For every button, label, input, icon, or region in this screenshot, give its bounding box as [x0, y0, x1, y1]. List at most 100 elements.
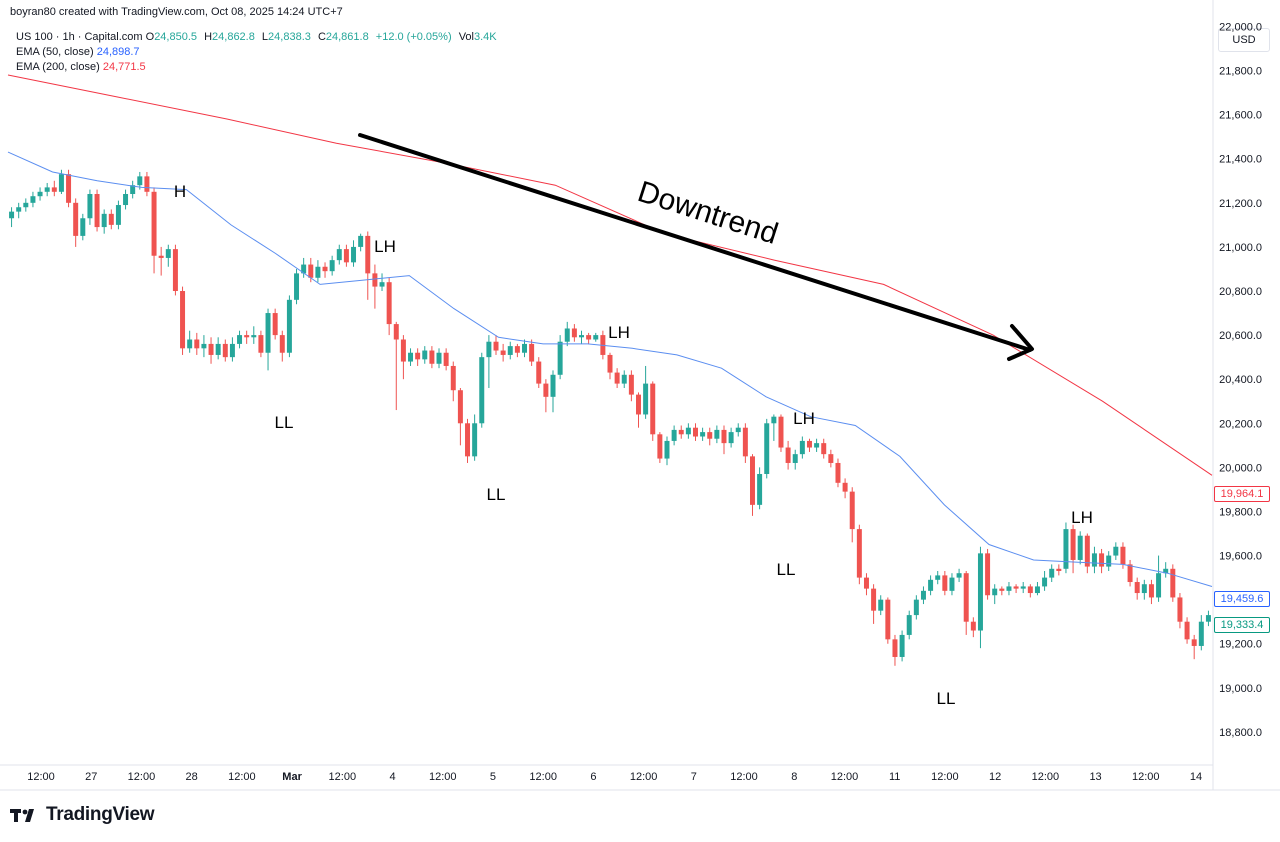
candle-body — [806, 440, 812, 448]
ema200-price-tag: 19,964.1 — [1214, 486, 1270, 502]
candle — [1042, 570, 1048, 591]
candle-body — [692, 427, 698, 437]
candle-body — [522, 343, 528, 353]
candle — [614, 368, 620, 389]
candle-body — [237, 335, 243, 344]
candle — [351, 240, 357, 267]
candle — [757, 467, 763, 510]
candle-body — [906, 615, 912, 635]
candle — [286, 295, 292, 358]
symbol-label[interactable]: US 100 · 1h · Capital.com — [16, 31, 143, 43]
tradingview-logo-icon — [10, 809, 34, 822]
candle — [244, 330, 250, 344]
candle-body — [557, 341, 563, 375]
candle — [1049, 564, 1055, 583]
candle-body — [457, 390, 463, 424]
candle-body — [101, 213, 107, 228]
candle-body — [564, 328, 570, 342]
candle — [180, 286, 186, 355]
candle — [1027, 584, 1033, 598]
candle-body — [920, 590, 926, 600]
candle — [799, 436, 805, 459]
candle — [144, 171, 150, 197]
currency-button[interactable]: USD — [1218, 28, 1270, 52]
candle-body — [315, 266, 321, 278]
candle — [920, 586, 926, 605]
ema50-label: EMA (50, close) — [16, 46, 94, 58]
candle-body — [636, 394, 641, 415]
time-tick-label: 12 — [989, 771, 1001, 783]
brand-name: TradingView — [46, 804, 155, 825]
candle — [685, 423, 691, 439]
candle-body — [657, 434, 663, 459]
candle — [80, 213, 86, 241]
candle — [514, 343, 520, 358]
candle-body — [265, 313, 271, 353]
candle — [949, 573, 955, 596]
candle-body — [158, 255, 164, 258]
candle — [985, 548, 991, 600]
candle-body — [94, 194, 100, 228]
candle-body — [607, 354, 613, 373]
candle-body — [799, 440, 805, 455]
candle-body — [892, 639, 898, 657]
candle — [621, 370, 627, 389]
candle-body — [1163, 568, 1169, 574]
candle — [678, 425, 684, 439]
price-tick-label: 20,800.0 — [1219, 286, 1262, 298]
candle-body — [201, 343, 207, 349]
candle-body — [51, 187, 57, 192]
candle — [792, 449, 798, 470]
tradingview-logo[interactable]: TradingView — [10, 804, 155, 826]
candle-body — [742, 427, 748, 457]
candle-body — [1006, 586, 1012, 591]
candle — [1198, 615, 1204, 651]
candle — [229, 337, 235, 362]
time-axis[interactable]: 12:00 27 12:00 28 12:00 Mar 12:00 4 12:00 5 12:00 6… — [27, 771, 1202, 783]
candle-body — [835, 462, 841, 483]
candle — [51, 180, 57, 197]
candle-body — [707, 432, 713, 439]
candle-body — [735, 427, 741, 433]
candle-body — [1177, 597, 1183, 622]
ema50-legend-row[interactable]: EMA (50, close) 24,898.7 — [16, 45, 497, 60]
candle-body — [849, 491, 855, 530]
candle — [507, 341, 513, 360]
price-tick-label: 19,200.0 — [1219, 639, 1262, 651]
high-value: 24,862.8 — [212, 31, 255, 43]
candle — [863, 573, 869, 596]
chart-legend: US 100 · 1h · Capital.com O24,850.5 H24,… — [16, 30, 497, 75]
candle-body — [208, 343, 214, 355]
candle-body — [1191, 639, 1197, 646]
candle-body — [749, 456, 755, 505]
candle-body — [301, 264, 307, 274]
candle-body — [222, 343, 228, 358]
candle — [436, 348, 442, 369]
candle — [251, 326, 257, 344]
candle-body — [1034, 586, 1040, 594]
candle-body — [486, 341, 492, 358]
candle — [372, 264, 378, 309]
candle — [1148, 579, 1154, 605]
candle-body — [151, 191, 157, 256]
candle-body — [400, 339, 406, 362]
candle — [593, 332, 599, 342]
candle-body — [899, 634, 905, 657]
last-price-tag: 19,333.4 — [1214, 617, 1270, 633]
candle-body — [970, 621, 976, 631]
open-value: 24,850.5 — [154, 31, 198, 43]
time-tick-label: 12:00 — [1132, 771, 1160, 783]
chart-credit: boyran80 created with TradingView.com, O… — [10, 6, 343, 18]
candle — [130, 180, 136, 199]
candle — [1134, 577, 1140, 600]
candle-body — [1020, 586, 1026, 589]
candle — [1091, 546, 1097, 574]
time-tick-label: 28 — [186, 771, 198, 783]
candle-body — [778, 416, 784, 448]
price-tick-label: 19,600.0 — [1219, 551, 1262, 563]
candle-body — [1056, 568, 1062, 571]
candle — [422, 346, 428, 364]
candle — [977, 546, 983, 649]
ema200-legend-row[interactable]: EMA (200, close) 24,771.5 — [16, 60, 497, 75]
